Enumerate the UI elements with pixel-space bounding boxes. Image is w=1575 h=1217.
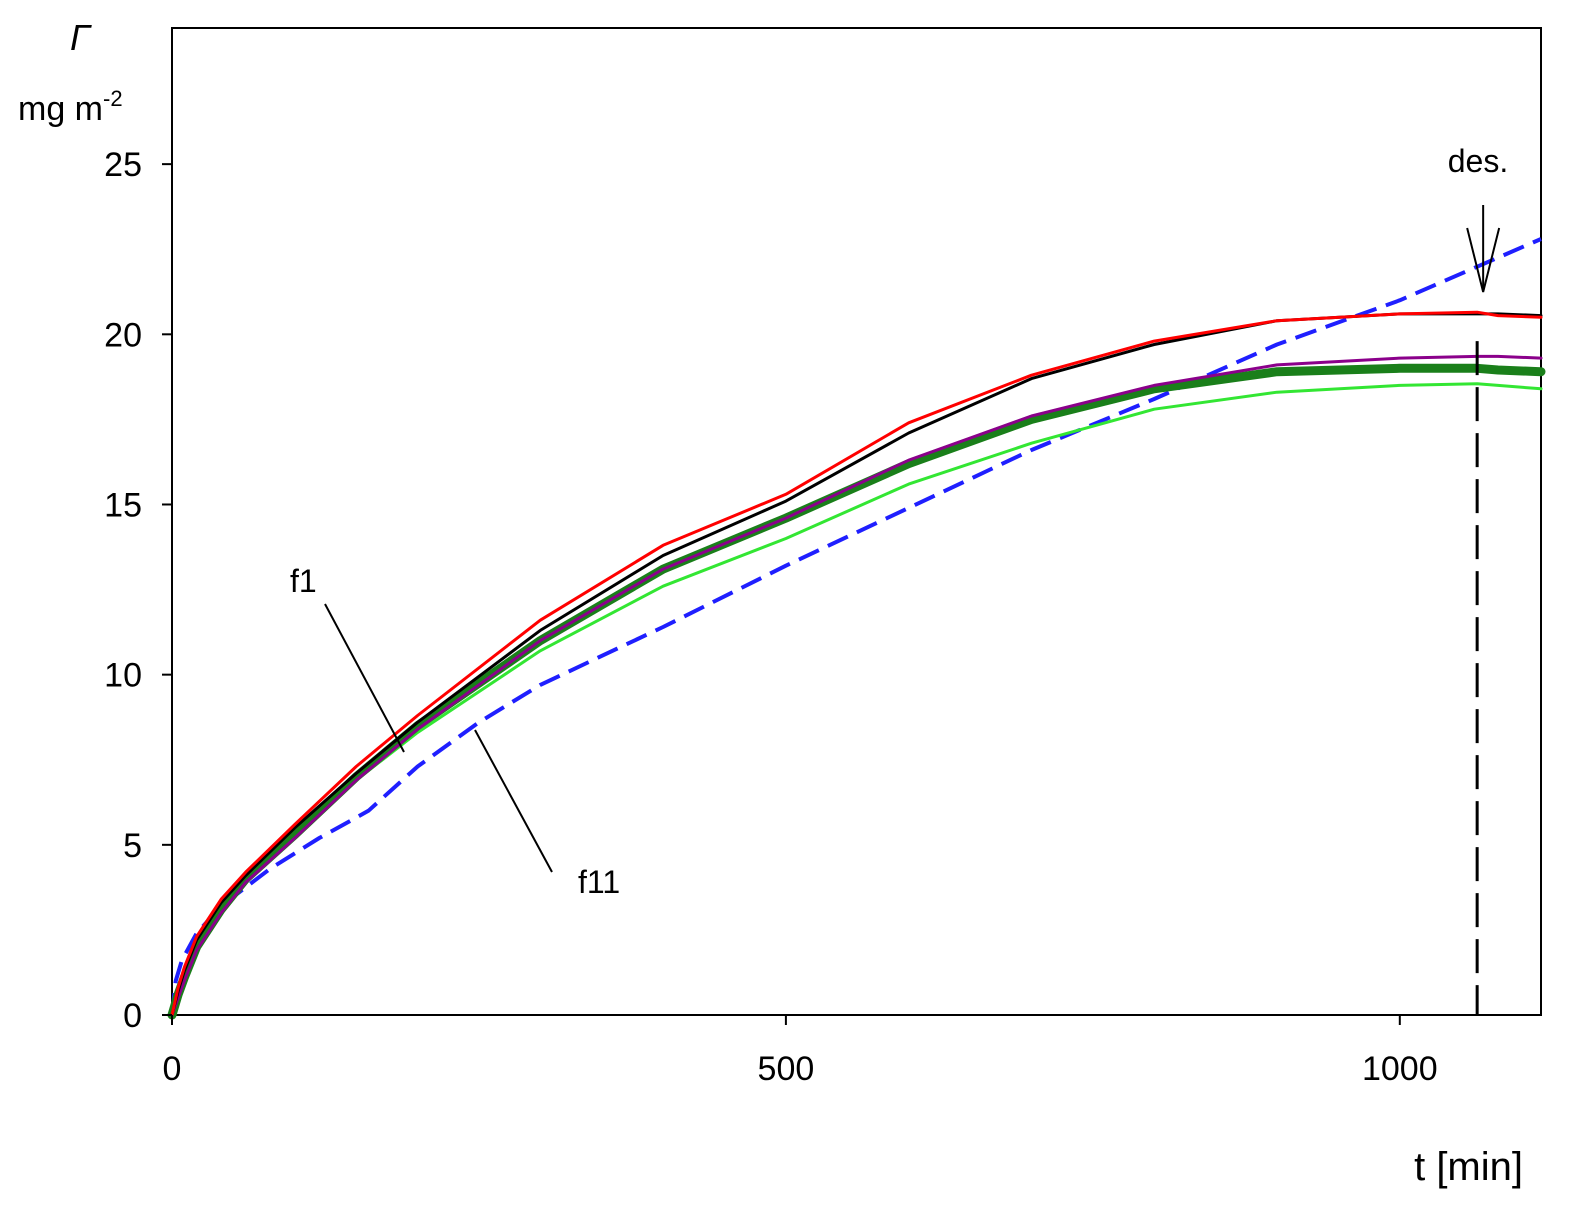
y-tick-label: 0 xyxy=(123,997,142,1035)
y-axis-unit-base: mg m xyxy=(18,90,103,128)
series-line xyxy=(170,237,1542,1016)
desorption-label: des. xyxy=(1448,143,1508,179)
y-tick-label: 5 xyxy=(123,827,142,865)
x-tick-label: 0 xyxy=(163,1050,182,1088)
y-axis-unit: mg m-2 xyxy=(18,86,123,128)
y-tick-label: 10 xyxy=(104,657,142,695)
plot-border xyxy=(171,27,1542,1016)
plot-frame xyxy=(171,27,1542,1016)
y-tick-label: 15 xyxy=(104,486,142,524)
annotation-layer: des. f1 f11 xyxy=(290,143,1508,1015)
series-layer xyxy=(167,237,1546,1020)
f1-leader-line xyxy=(324,603,405,753)
series-line xyxy=(170,312,1543,1017)
x-tick-label: 500 xyxy=(758,1050,815,1088)
x-axis-label: t [min] xyxy=(1414,1145,1523,1189)
f11-label: f11 xyxy=(578,864,620,900)
series-line xyxy=(170,382,1543,1017)
y-axis-symbol: Γ xyxy=(70,17,92,58)
ticks-layer: 0 500 1000 0 5 10 15 20 25 xyxy=(104,146,1437,1088)
series-line xyxy=(167,363,1546,1020)
series-line xyxy=(170,354,1543,1017)
y-axis-unit-exponent: -2 xyxy=(103,86,123,111)
y-tick-label: 20 xyxy=(104,316,142,354)
f11-leader-line xyxy=(474,729,553,873)
x-tick-label: 1000 xyxy=(1362,1050,1438,1088)
f1-label: f1 xyxy=(290,563,317,599)
y-tick-label: 25 xyxy=(104,146,142,184)
series-line xyxy=(170,310,1543,1017)
desorption-arrow-head xyxy=(1466,227,1501,293)
